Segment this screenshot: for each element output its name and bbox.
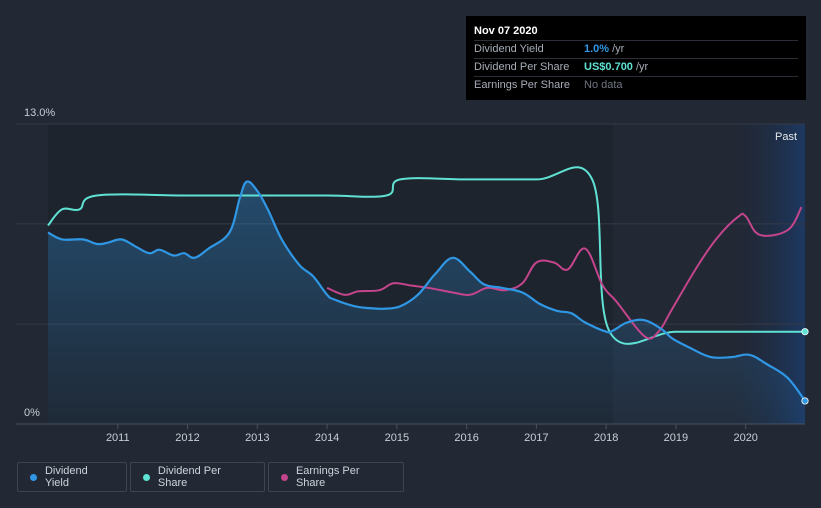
tooltip-date: Nov 07 2020 (474, 25, 538, 37)
tooltip-row-dividend-per-share: Dividend Per Share US$0.700 /yr (474, 58, 798, 76)
tooltip-row-dividend-yield: Dividend Yield 1.0% /yr (474, 40, 798, 58)
tooltip-unit: /yr (612, 43, 625, 55)
tooltip-label: Dividend Yield (474, 43, 544, 55)
tooltip-value-dps: US$0.700 (584, 61, 633, 73)
dividend-per-share-marker (801, 328, 809, 336)
data-tooltip: Nov 07 2020 Dividend Yield 1.0% /yr Divi… (466, 16, 806, 100)
tooltip-value-yield: 1.0% (584, 43, 610, 55)
legend-label: Earnings Per Share (295, 465, 360, 489)
x-tick-label: 2013 (245, 432, 269, 444)
y-axis-max-label: 13.0% (24, 107, 55, 119)
legend-dividend-yield[interactable]: Dividend Yield (17, 462, 127, 492)
legend-dividend-per-share[interactable]: Dividend Per Share (130, 462, 265, 492)
dividend-yield-area (48, 181, 805, 424)
tooltip-row-earnings-per-share: Earnings Per Share No data (474, 76, 798, 94)
x-tick-label: 2012 (175, 432, 199, 444)
tooltip-unit: /yr (635, 61, 649, 73)
dividend-yield-line[interactable] (47, 180, 806, 402)
dividend-yield-marker (801, 397, 809, 405)
legend-earnings-per-share[interactable]: Earnings Per Share (268, 462, 404, 492)
x-tick-label: 2017 (524, 432, 548, 444)
x-tick-label: 2011 (106, 432, 130, 444)
x-tick-label: 2018 (594, 432, 618, 444)
legend-dot-icon (281, 473, 288, 481)
earnings-per-share-line[interactable] (326, 206, 803, 340)
past-label: Past (775, 131, 797, 143)
y-axis-min-label: 0% (24, 407, 40, 419)
x-axis-ticks: 2011 2012 2013 2014 2015 2016 2017 2018 2019 2020 (106, 424, 758, 444)
x-tick-label: 2015 (385, 432, 409, 444)
tooltip-label: Earnings Per Share (474, 79, 570, 91)
legend-dot-icon (143, 473, 150, 481)
x-tick-label: 2014 (315, 432, 339, 444)
legend-dot-icon (30, 473, 37, 481)
x-tick-label: 2020 (733, 432, 757, 444)
dividend-per-share-line[interactable] (47, 166, 805, 345)
x-tick-label: 2016 (454, 432, 478, 444)
tooltip-value-eps: No data (584, 79, 623, 91)
legend-label: Dividend Per Share (157, 465, 221, 489)
tooltip-label: Dividend Per Share (474, 61, 570, 73)
x-tick-label: 2019 (664, 432, 688, 444)
legend-label: Dividend Yield (44, 465, 88, 489)
